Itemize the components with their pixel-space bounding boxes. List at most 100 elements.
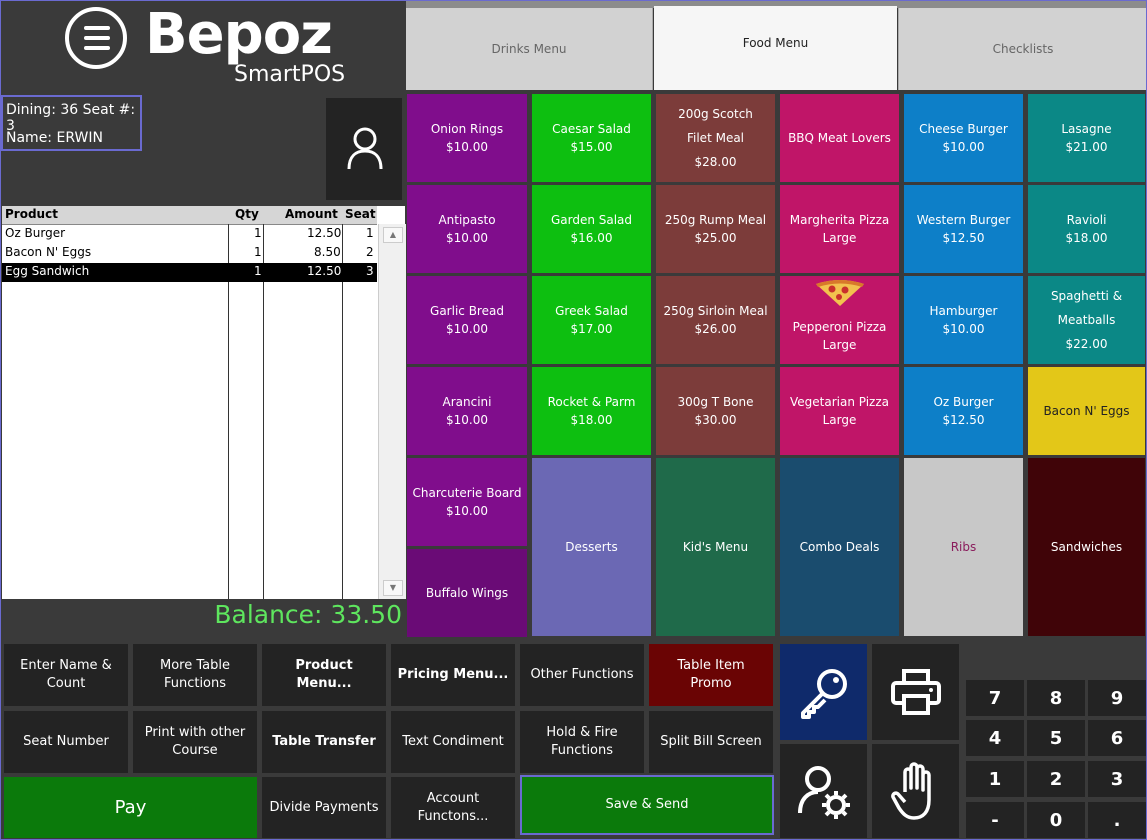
save-send-button[interactable]: Save & Send: [520, 775, 774, 835]
stop-button[interactable]: [872, 744, 959, 838]
more-table-functions-button[interactable]: More Table Functions: [133, 644, 257, 706]
logo-subtext: SmartPOS: [234, 62, 346, 87]
menu-item-t-bone[interactable]: 300g T Bone $30.00: [656, 367, 775, 455]
customer-button[interactable]: [326, 98, 402, 200]
bepoz-logo: Bepoz SmartPOS: [0, 0, 406, 92]
menu-item-antipasto[interactable]: Antipasto $10.00: [407, 185, 527, 273]
category-kids-menu[interactable]: Kid's Menu: [656, 458, 775, 636]
item-name: Buffalo Wings: [425, 586, 509, 600]
menu-item-spaghetti-meatballs[interactable]: Spaghetti & Meatballs $22.00: [1028, 276, 1145, 364]
enter-name-count-button[interactable]: Enter Name & Count: [4, 644, 128, 706]
menu-item-rump-meal[interactable]: 250g Rump Meal $25.00: [656, 185, 775, 273]
menu-item-buffalo-wings[interactable]: Buffalo Wings: [407, 549, 527, 637]
menu-item-ravioli[interactable]: Ravioli $18.00: [1028, 185, 1145, 273]
category-combo-deals[interactable]: Combo Deals: [780, 458, 899, 636]
scroll-down-icon[interactable]: ▼: [383, 580, 403, 596]
menu-item-onion-rings[interactable]: Onion Rings $10.00: [407, 94, 527, 182]
user-settings-button[interactable]: [780, 744, 867, 838]
menu-item-arancini[interactable]: Arancini $10.00: [407, 367, 527, 455]
pay-button[interactable]: Pay: [4, 777, 257, 838]
menu-item-lasagne[interactable]: Lasagne $21.00: [1028, 94, 1145, 182]
item-price: $30.00: [694, 413, 737, 427]
product-menu-button[interactable]: Product Menu...: [262, 644, 386, 706]
menu-item-scotch-filet-meal[interactable]: 200g Scotch Filet Meal $28.00: [656, 94, 775, 182]
order-table[interactable]: Product Qty Amount Seat Oz Burger 1 12.5…: [2, 206, 406, 599]
category-label: Desserts: [565, 540, 618, 554]
print-other-course-button[interactable]: Print with other Course: [133, 711, 257, 773]
split-bill-button[interactable]: Split Bill Screen: [649, 711, 773, 773]
item-price: $16.00: [570, 231, 613, 245]
menu-item-garlic-bread[interactable]: Garlic Bread $10.00: [407, 276, 527, 364]
menu-item-rocket-parm[interactable]: Rocket & Parm $18.00: [532, 367, 651, 455]
seat-number-button[interactable]: Seat Number: [4, 711, 128, 773]
menu-item-oz-burger[interactable]: Oz Burger $12.50: [904, 367, 1023, 455]
menu-item-bacon-n-eggs[interactable]: Bacon N' Eggs: [1028, 367, 1145, 455]
table-row[interactable]: Bacon N' Eggs 1 8.50 2: [2, 244, 377, 263]
item-name: Arancini: [442, 395, 492, 409]
tab-checklists[interactable]: Checklists: [898, 8, 1147, 90]
menu-item-cheese-burger[interactable]: Cheese Burger $10.00: [904, 94, 1023, 182]
tab-drinks-menu[interactable]: Drinks Menu: [406, 8, 653, 90]
keypad-6[interactable]: 6: [1088, 720, 1146, 756]
order-scrollbar[interactable]: ▲ ▼: [378, 224, 406, 599]
row-product: Egg Sandwich: [5, 264, 90, 278]
row-product: Bacon N' Eggs: [5, 245, 92, 259]
keypad-3[interactable]: 3: [1088, 761, 1146, 797]
category-desserts[interactable]: Desserts: [532, 458, 651, 636]
print-button[interactable]: [872, 644, 959, 740]
table-row-selected[interactable]: Egg Sandwich 1 12.50 3: [2, 263, 377, 282]
table-transfer-button[interactable]: Table Transfer: [262, 711, 386, 773]
menu-item-charcuterie-board[interactable]: Charcuterie Board $10.00: [407, 458, 527, 546]
header-seat: Seat: [345, 207, 376, 221]
pricing-menu-button[interactable]: Pricing Menu...: [391, 644, 515, 706]
account-functions-button[interactable]: Account Functons...: [391, 777, 515, 838]
scroll-up-icon[interactable]: ▲: [383, 227, 403, 243]
row-product: Oz Burger: [5, 226, 66, 240]
menu-icon[interactable]: [65, 7, 127, 69]
keypad-2[interactable]: 2: [1027, 761, 1085, 797]
item-price: $15.00: [570, 140, 613, 154]
menu-item-garden-salad[interactable]: Garden Salad $16.00: [532, 185, 651, 273]
row-seat: 1: [366, 226, 374, 240]
item-name: Rocket & Parm: [547, 395, 636, 409]
menu-item-western-burger[interactable]: Western Burger $12.50: [904, 185, 1023, 273]
table-row[interactable]: Oz Burger 1 12.50 1: [2, 225, 377, 244]
keypad-decimal[interactable]: .: [1088, 802, 1146, 838]
menu-item-bbq-meat-lovers[interactable]: BBQ Meat Lovers: [780, 94, 899, 182]
table-item-promo-button[interactable]: Table Item Promo: [649, 644, 773, 706]
hold-fire-button[interactable]: Hold & Fire Functions: [520, 711, 644, 773]
category-sandwiches[interactable]: Sandwiches: [1028, 458, 1145, 636]
divide-payments-button[interactable]: Divide Payments: [262, 777, 386, 838]
key-button[interactable]: [780, 644, 867, 740]
row-amount: 8.50: [314, 245, 341, 259]
other-functions-button[interactable]: Other Functions: [520, 644, 644, 706]
item-name: Western Burger: [916, 213, 1011, 227]
category-ribs[interactable]: Ribs: [904, 458, 1023, 636]
keypad-minus[interactable]: -: [966, 802, 1024, 838]
keypad-7[interactable]: 7: [966, 680, 1024, 716]
item-name: Charcuterie Board: [412, 486, 522, 500]
text-condiment-button[interactable]: Text Condiment: [391, 711, 515, 773]
keypad-9[interactable]: 9: [1088, 680, 1146, 716]
keypad-8[interactable]: 8: [1027, 680, 1085, 716]
menu-item-pepperoni-pizza[interactable]: Pepperoni Pizza Large: [780, 276, 899, 364]
menu-item-greek-salad[interactable]: Greek Salad $17.00: [532, 276, 651, 364]
keypad-1[interactable]: 1: [966, 761, 1024, 797]
item-name: 250g Sirloin Meal: [663, 304, 768, 318]
item-name: Oz Burger: [933, 395, 994, 409]
item-name: Garden Salad: [550, 213, 633, 227]
keypad-0[interactable]: 0: [1027, 802, 1085, 838]
tab-food-menu[interactable]: Food Menu: [654, 6, 897, 90]
item-price: $10.00: [942, 322, 985, 336]
row-qty: 1: [254, 264, 262, 278]
menu-item-sirloin-meal[interactable]: 250g Sirloin Meal $26.00: [656, 276, 775, 364]
keypad-4[interactable]: 4: [966, 720, 1024, 756]
menu-item-vegetarian-pizza[interactable]: Vegetarian Pizza Large: [780, 367, 899, 455]
menu-item-caesar-salad[interactable]: Caesar Salad $15.00: [532, 94, 651, 182]
menu-item-hamburger[interactable]: Hamburger $10.00: [904, 276, 1023, 364]
keypad-5[interactable]: 5: [1027, 720, 1085, 756]
menu-item-margherita-pizza[interactable]: Margherita Pizza Large: [780, 185, 899, 273]
item-price: $17.00: [570, 322, 613, 336]
item-price: $18.00: [1065, 231, 1108, 245]
category-label: Sandwiches: [1050, 540, 1123, 554]
